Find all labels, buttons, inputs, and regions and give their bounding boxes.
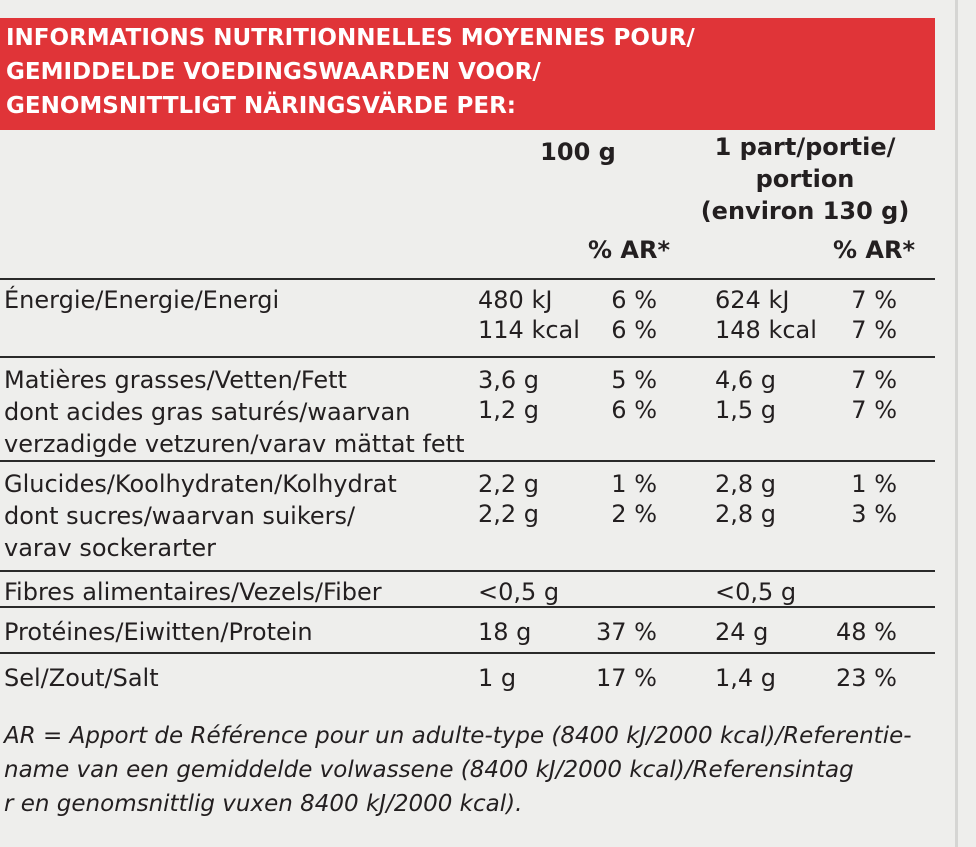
header-line: INFORMATIONS NUTRITIONNELLES MOYENNES PO… <box>6 25 695 51</box>
row-label: Protéines/Eiwitten/Protein <box>4 618 313 646</box>
cell-value: 17 % <box>596 664 657 692</box>
footnote-line: name van een gemiddelde volwassene (8400… <box>4 757 854 783</box>
cell-value: 24 g <box>715 618 769 646</box>
row-rule <box>0 606 935 608</box>
row-rule <box>0 356 935 358</box>
row-label: Matières grasses/Vetten/Fett <box>4 366 347 394</box>
cell-value: 2,2 g <box>478 500 540 528</box>
cell-value: 1,4 g <box>715 664 777 692</box>
header-band <box>0 18 935 130</box>
cell-value: 7 % <box>851 396 897 424</box>
cell-value: 18 g <box>478 618 532 646</box>
row-label: Glucides/Koolhydraten/Kolhydrat <box>4 470 397 498</box>
cell-value: 7 % <box>851 366 897 394</box>
cell-value: 5 % <box>611 366 657 394</box>
row-label: verzadigde vetzuren/varav mättat fett <box>4 430 465 458</box>
col-portion: 1 part/portie/ <box>714 133 896 161</box>
row-label: dont acides gras saturés/waarvan <box>4 398 411 426</box>
cell-value: 6 % <box>611 286 657 314</box>
cell-value: 1 % <box>851 470 897 498</box>
col-portion: portion <box>755 165 855 193</box>
row-rule <box>0 652 935 654</box>
cell-value: 2,8 g <box>715 500 777 528</box>
cell-value: 6 % <box>611 316 657 344</box>
col-100g: 100 g <box>540 138 616 166</box>
cell-value: 48 % <box>836 618 897 646</box>
cell-value: 1,5 g <box>715 396 777 424</box>
cell-value: 23 % <box>836 664 897 692</box>
cell-value: 2,8 g <box>715 470 777 498</box>
footnote-line: r en genomsnittlig vuxen 8400 kJ/2000 kc… <box>4 791 523 817</box>
footnote-line: AR = Apport de Référence pour un adulte-… <box>4 723 912 749</box>
row-rule <box>0 460 935 462</box>
cell-value: 7 % <box>851 316 897 344</box>
cell-value: 1 % <box>611 470 657 498</box>
cell-value: 3 % <box>851 500 897 528</box>
cell-value: 624 kJ <box>715 286 790 314</box>
cell-value: 1 g <box>478 664 517 692</box>
row-label: dont sucres/waarvan suikers/ <box>4 502 356 530</box>
cell-value: <0,5 g <box>715 578 797 606</box>
row-label: Fibres alimentaires/Vezels/Fiber <box>4 578 382 606</box>
row-rule <box>0 278 935 280</box>
cell-value: 1,2 g <box>478 396 540 424</box>
row-label: Énergie/Energie/Energi <box>4 286 280 314</box>
col-ar: % AR* <box>587 236 670 264</box>
box-edge <box>955 0 958 847</box>
cell-value: 6 % <box>611 396 657 424</box>
cell-value: 148 kcal <box>715 316 817 344</box>
header-line: GEMIDDELDE VOEDINGSWAARDEN VOOR/ <box>6 59 541 85</box>
row-label: Sel/Zout/Salt <box>4 664 159 692</box>
col-portion: (environ 130 g) <box>700 197 910 225</box>
cell-value: 2 % <box>611 500 657 528</box>
col-ar: % AR* <box>832 236 915 264</box>
cell-value: 7 % <box>851 286 897 314</box>
cell-value: 37 % <box>596 618 657 646</box>
cell-value: 3,6 g <box>478 366 540 394</box>
row-label: varav sockerarter <box>4 534 216 562</box>
cell-value: 2,2 g <box>478 470 540 498</box>
header-line: GENOMSNITTLIGT NÄRINGSVÄRDE PER: <box>6 93 516 119</box>
row-rule <box>0 570 935 572</box>
cell-value: <0,5 g <box>478 578 560 606</box>
cell-value: 114 kcal <box>478 316 580 344</box>
cell-value: 4,6 g <box>715 366 777 394</box>
cell-value: 480 kJ <box>478 286 553 314</box>
